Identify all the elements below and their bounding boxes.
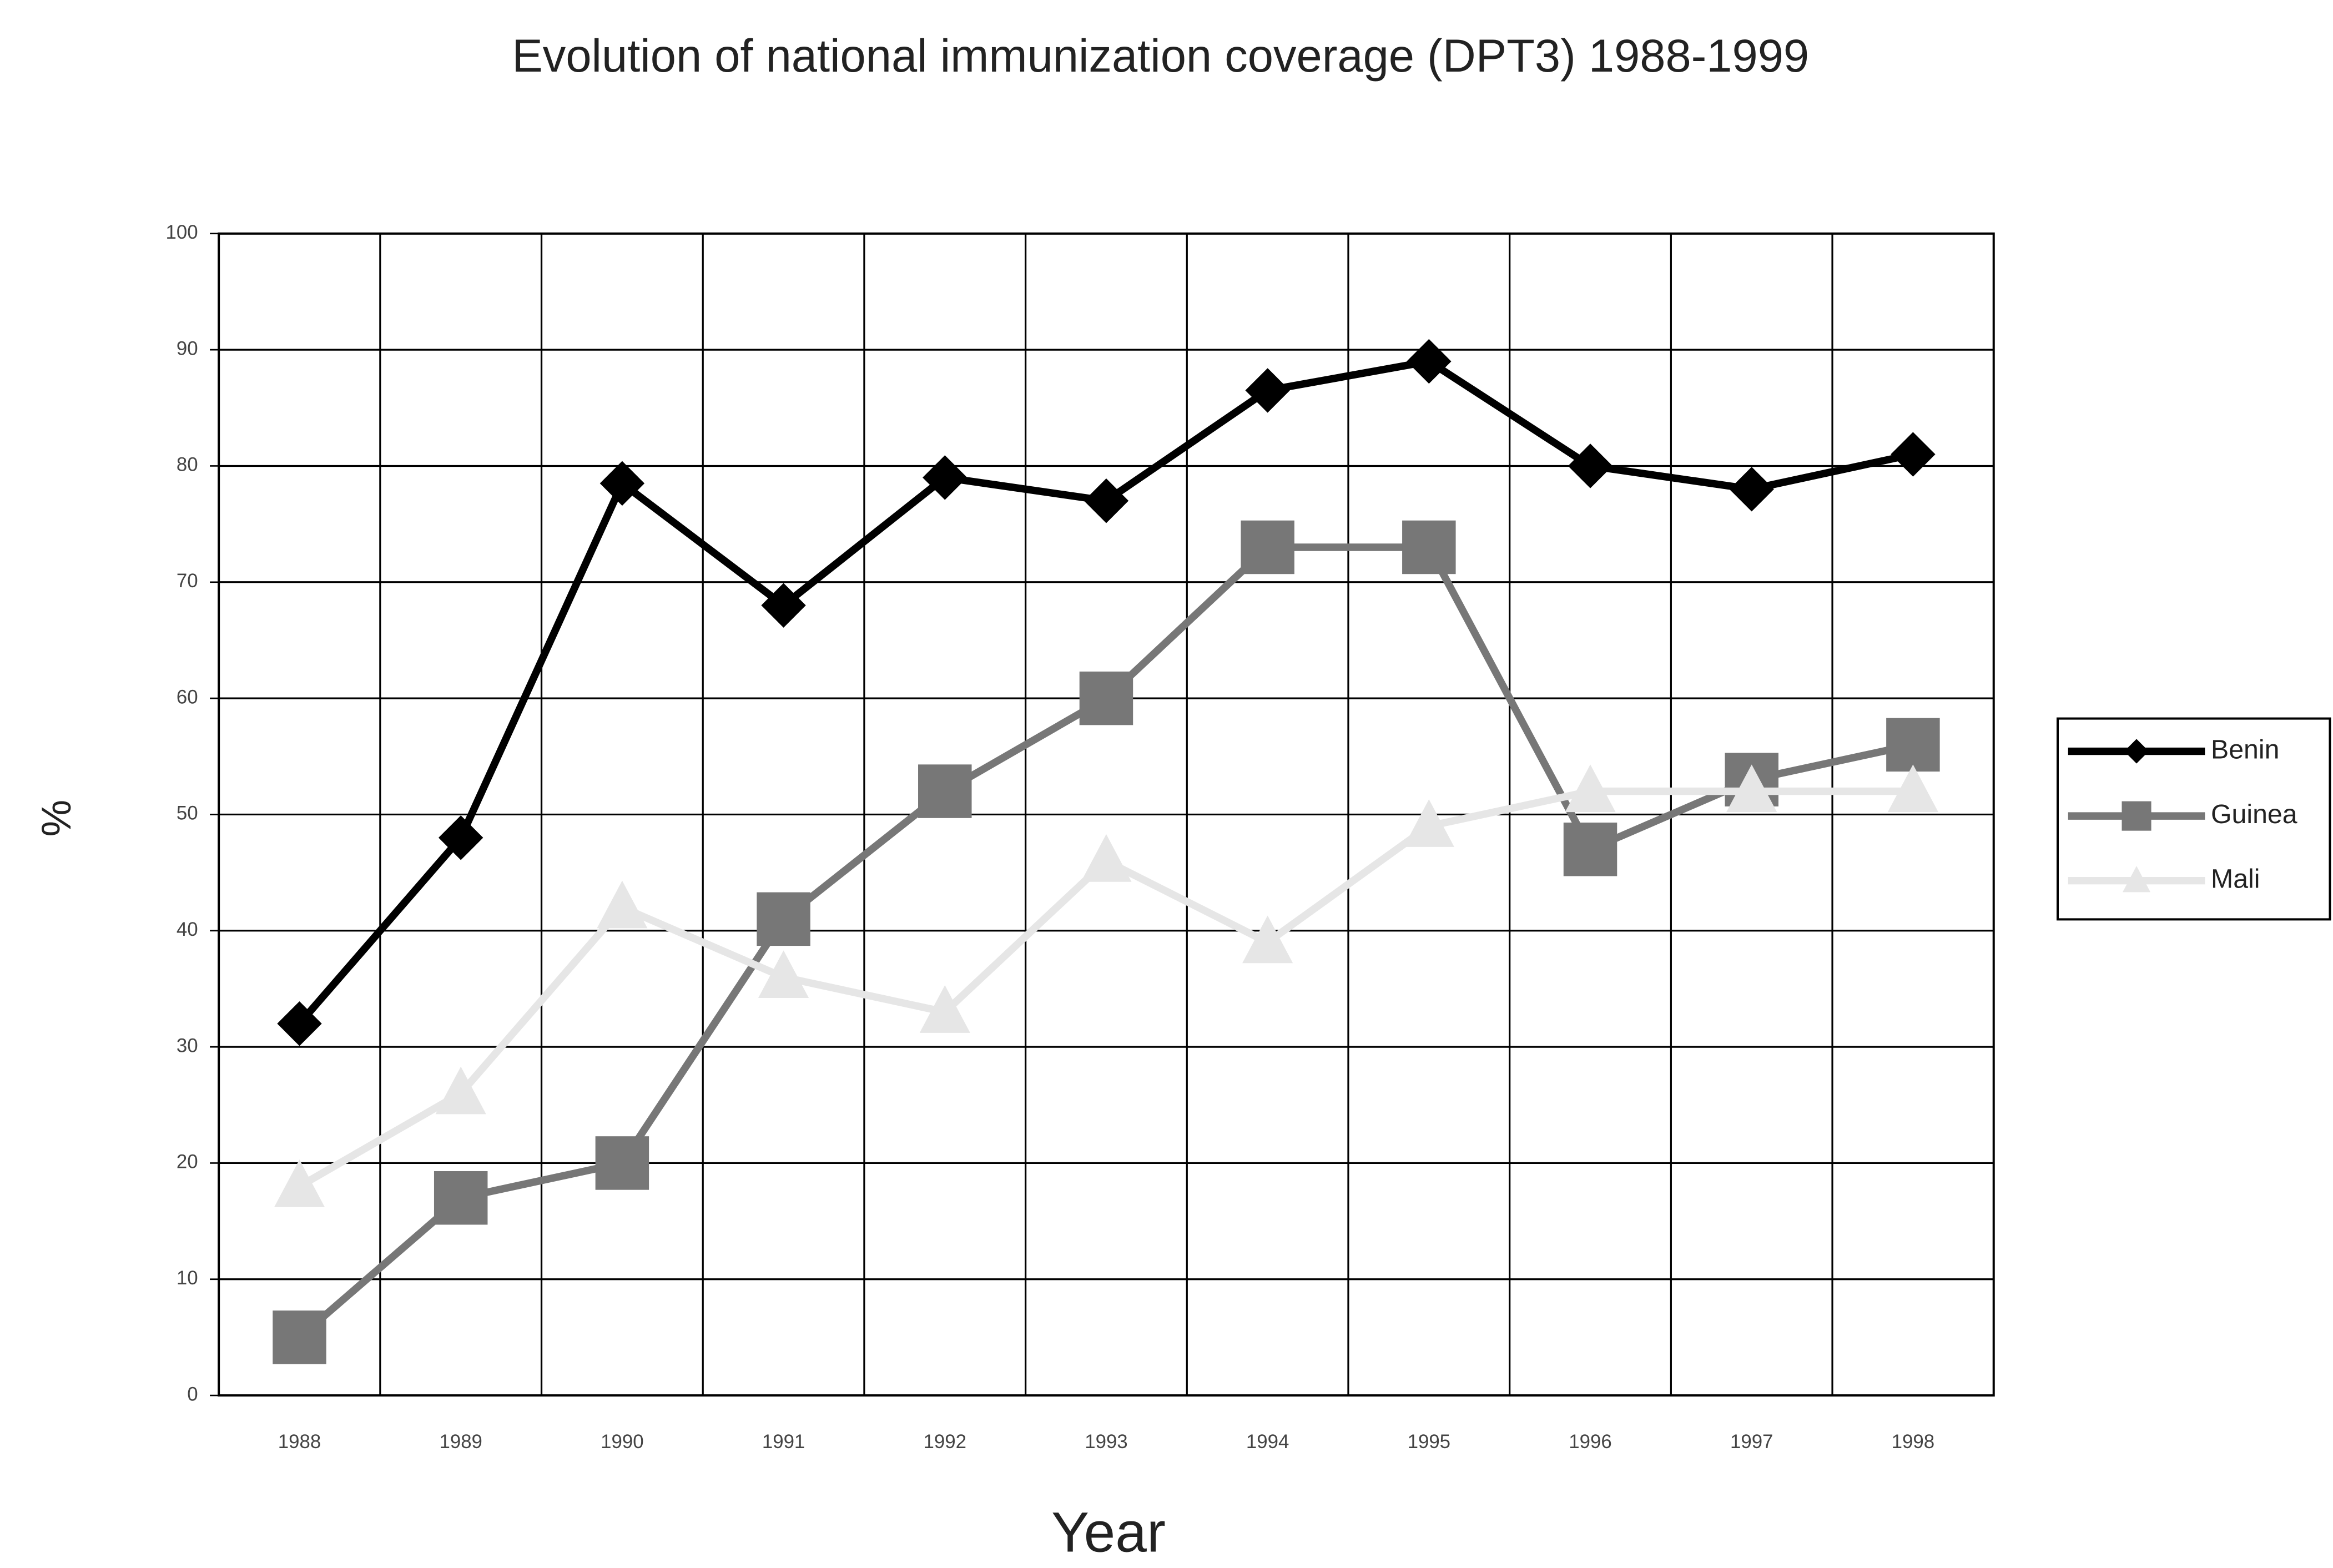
marker — [1891, 432, 1936, 477]
marker — [273, 1310, 326, 1364]
marker — [1402, 520, 1456, 574]
y-tick-label: 20 — [177, 1151, 198, 1173]
legend-marker — [2122, 801, 2151, 831]
y-tick-label: 0 — [187, 1383, 198, 1405]
marker — [274, 1159, 325, 1207]
marker — [1241, 520, 1294, 574]
marker — [919, 985, 970, 1033]
marker — [757, 892, 810, 946]
marker — [434, 1171, 488, 1225]
y-tick-label: 40 — [177, 919, 198, 940]
marker — [1565, 764, 1616, 813]
marker — [1079, 671, 1133, 725]
x-tick-label: 1998 — [1892, 1431, 1934, 1453]
marker — [1563, 822, 1618, 876]
marker — [438, 815, 483, 860]
y-tick-label: 80 — [177, 454, 198, 476]
x-tick-label: 1993 — [1085, 1431, 1127, 1453]
marker — [1887, 764, 1938, 813]
y-tick-label: 70 — [177, 570, 198, 592]
marker — [1081, 834, 1132, 882]
x-tick-label: 1994 — [1246, 1431, 1289, 1453]
legend-label: Mali — [2211, 864, 2260, 894]
marker — [758, 950, 809, 999]
marker — [1729, 467, 1774, 512]
marker — [1403, 799, 1454, 847]
marker — [1726, 764, 1777, 813]
y-tick-label: 10 — [177, 1267, 198, 1289]
marker — [595, 1136, 649, 1190]
marker — [1084, 478, 1129, 523]
marker — [597, 880, 648, 929]
y-tick-label: 90 — [177, 337, 198, 359]
y-tick-label: 100 — [166, 221, 198, 243]
y-tick-label: 60 — [177, 686, 198, 708]
x-tick-label: 1990 — [601, 1431, 643, 1453]
x-tick-label: 1989 — [439, 1431, 482, 1453]
marker — [1245, 368, 1290, 413]
marker — [918, 764, 972, 818]
legend-label: Benin — [2211, 734, 2279, 764]
x-tick-label: 1997 — [1730, 1431, 1773, 1453]
legend-label: Guinea — [2211, 799, 2297, 829]
x-tick-label: 1991 — [762, 1431, 805, 1453]
marker — [277, 1001, 322, 1046]
y-tick-label: 30 — [177, 1035, 198, 1056]
y-tick-label: 50 — [177, 803, 198, 824]
marker — [923, 455, 968, 500]
marker — [435, 1066, 486, 1115]
chart-title: Evolution of national immunization cover… — [512, 30, 1809, 82]
x-tick-label: 1992 — [924, 1431, 966, 1453]
marker — [1568, 443, 1613, 488]
marker — [1407, 339, 1452, 384]
y-axis-label: % — [33, 800, 79, 837]
x-tick-label: 1996 — [1569, 1431, 1611, 1453]
x-axis-label: Year — [1051, 1501, 1166, 1564]
x-tick-label: 1995 — [1408, 1431, 1450, 1453]
marker — [1242, 915, 1293, 964]
legend-marker — [2122, 866, 2151, 893]
marker — [1886, 718, 1940, 772]
marker — [599, 461, 645, 506]
x-tick-label: 1988 — [278, 1431, 321, 1453]
